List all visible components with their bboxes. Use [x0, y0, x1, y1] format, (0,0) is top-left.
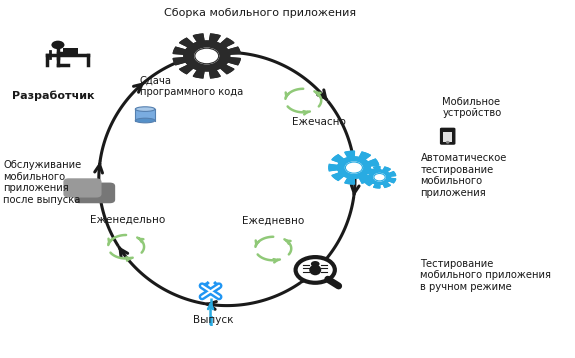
Ellipse shape: [135, 118, 155, 123]
Circle shape: [195, 48, 218, 64]
FancyBboxPatch shape: [63, 178, 102, 198]
Text: Сдача
программного кода: Сдача программного кода: [140, 76, 243, 97]
Ellipse shape: [135, 107, 155, 111]
FancyBboxPatch shape: [135, 109, 155, 121]
Polygon shape: [173, 34, 240, 78]
FancyBboxPatch shape: [74, 183, 115, 203]
Polygon shape: [329, 151, 379, 184]
Text: Выпуск: Выпуск: [193, 315, 233, 325]
Text: ⚒: ⚒: [201, 281, 221, 301]
Circle shape: [296, 257, 335, 283]
Text: Сборка мобильного приложения: Сборка мобильного приложения: [163, 8, 356, 18]
Ellipse shape: [309, 265, 321, 275]
FancyBboxPatch shape: [440, 129, 455, 144]
FancyBboxPatch shape: [443, 132, 452, 141]
FancyBboxPatch shape: [63, 48, 78, 55]
Circle shape: [311, 261, 320, 267]
Circle shape: [51, 41, 64, 49]
Text: Ежечасно: Ежечасно: [292, 117, 346, 127]
Circle shape: [346, 162, 362, 173]
Polygon shape: [363, 166, 396, 188]
Text: Тестирование
мобильного приложения
в ручном режиме: Тестирование мобильного приложения в руч…: [420, 259, 551, 292]
Text: Автоматическое
тестирование
мобильного
приложения: Автоматическое тестирование мобильного п…: [420, 153, 507, 198]
Text: Обслуживание
мобильного
приложения
после выпуска: Обслуживание мобильного приложения после…: [3, 160, 82, 205]
Text: Мобильное
устройство: Мобильное устройство: [442, 97, 501, 118]
Circle shape: [447, 141, 449, 143]
Circle shape: [374, 174, 385, 181]
Text: Разработчик: Разработчик: [12, 91, 95, 101]
Text: Ежедневно: Ежедневно: [242, 216, 304, 225]
Text: Еженедельно: Еженедельно: [90, 215, 165, 225]
